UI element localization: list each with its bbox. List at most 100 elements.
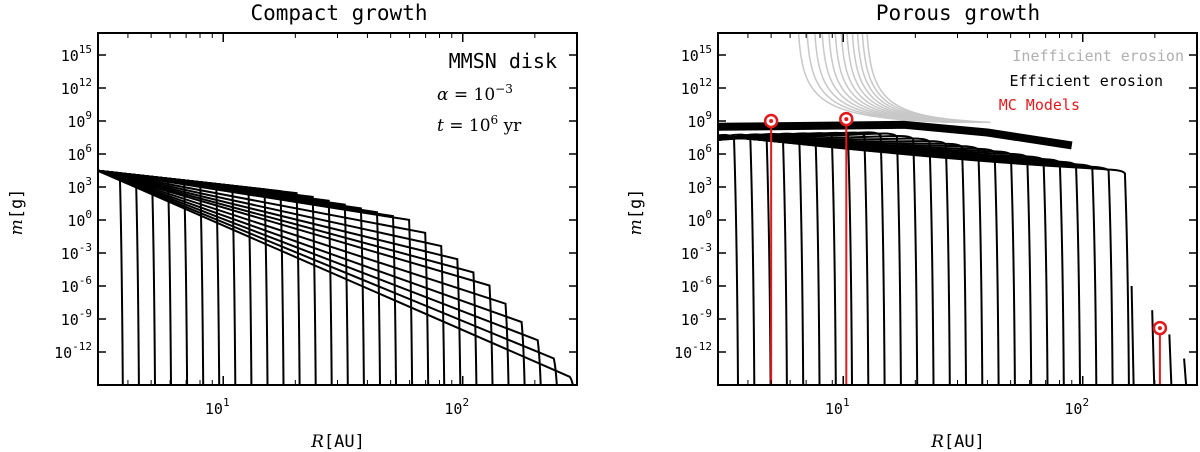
annotation-alpha: α = 10−3 bbox=[437, 82, 513, 105]
x-label-symbol: R bbox=[310, 432, 324, 452]
compact-growth-curve bbox=[97, 169, 462, 386]
annotation-time: t = 106 yr bbox=[437, 113, 522, 136]
compact-growth-curve bbox=[97, 169, 140, 386]
efficient-erosion-curve bbox=[1130, 285, 1135, 385]
time-unit: yr bbox=[498, 116, 522, 136]
compact-growth-curve bbox=[97, 169, 172, 386]
efficient-erosion-curve bbox=[1183, 358, 1188, 385]
y-tick-label: 100 bbox=[67, 208, 92, 230]
legend-entry-efficient: Efficient erosion bbox=[1009, 72, 1163, 90]
y-tick-label: 10-9 bbox=[61, 307, 92, 329]
plot-frame bbox=[717, 32, 1198, 386]
x-axis-label: R[AU] bbox=[310, 432, 365, 452]
y-tick-label: 103 bbox=[67, 175, 92, 197]
ticks-group: 1015 1012 109 106 103 100 10-3 10-6 10-9 10-12 101… bbox=[54, 33, 578, 418]
panel-compact: Compact growth 1015101210910610310010-31… bbox=[7, 1, 578, 452]
compact-growth-curve bbox=[97, 169, 414, 386]
y-label-symbol: m bbox=[7, 219, 27, 235]
inefficient-erosion-curve bbox=[846, 34, 978, 124]
y-tick-label: 106 bbox=[67, 142, 92, 164]
x-label-symbol: R bbox=[930, 432, 944, 452]
panel-title: Porous growth bbox=[876, 1, 1040, 25]
y-tick-label: 1015 bbox=[681, 43, 712, 65]
x-tick-label: 101 bbox=[205, 396, 230, 418]
legend-entry-mc: MC Models bbox=[999, 96, 1080, 114]
y-tick-label: 10-6 bbox=[681, 274, 712, 296]
compact-growth-curve bbox=[97, 169, 124, 386]
compact-growth-curve bbox=[97, 169, 365, 386]
mc-model-marker-dot bbox=[1157, 326, 1162, 331]
legend: Inefficient erosion Efficient erosion MC… bbox=[999, 47, 1184, 114]
compact-growth-curve bbox=[97, 169, 156, 386]
curves-group bbox=[97, 169, 574, 386]
y-tick-label: 10-6 bbox=[61, 274, 92, 296]
efficient-erosion-curve bbox=[718, 134, 739, 385]
efficient-erosion-curve bbox=[718, 135, 967, 385]
mc-models-markers bbox=[763, 111, 1168, 385]
y-tick-label: 100 bbox=[687, 208, 712, 230]
y-tick-label: 10-3 bbox=[681, 241, 712, 263]
y-tick-label: 109 bbox=[67, 109, 92, 131]
efficient-erosion-plateau bbox=[718, 120, 1073, 150]
compact-growth-curve bbox=[97, 169, 397, 386]
y-tick-label: 1015 bbox=[61, 43, 92, 65]
inefficient-erosion-curves bbox=[797, 34, 991, 124]
compact-growth-curve bbox=[97, 169, 558, 386]
legend-entry-inefficient: Inefficient erosion bbox=[1012, 47, 1184, 65]
x-label-unit: [AU] bbox=[944, 432, 985, 452]
compact-growth-curve bbox=[97, 169, 205, 386]
efficient-erosion-curve bbox=[1151, 310, 1156, 385]
panel-porous: Porous growth 1015101210910610310010-310… bbox=[626, 1, 1198, 452]
x-tick-label: 102 bbox=[1064, 396, 1089, 418]
efficient-erosion-curve bbox=[718, 132, 902, 385]
compact-growth-curve bbox=[97, 169, 542, 386]
compact-growth-curve bbox=[97, 169, 510, 386]
time-equals: = 10 bbox=[444, 116, 491, 136]
compact-growth-curve bbox=[97, 169, 349, 386]
efficient-erosion-curve bbox=[718, 132, 788, 385]
inefficient-erosion-curve bbox=[866, 34, 991, 124]
y-label-symbol: m bbox=[626, 219, 646, 235]
time-exponent: 6 bbox=[491, 113, 499, 127]
x-label-unit: [AU] bbox=[324, 432, 365, 452]
efficient-erosion-curve bbox=[718, 132, 805, 385]
x-tick-label: 101 bbox=[825, 396, 850, 418]
efficient-erosion-curve bbox=[1168, 334, 1173, 385]
y-tick-label: 106 bbox=[687, 142, 712, 164]
efficient-erosion-curve bbox=[718, 134, 1098, 385]
alpha-equals: = 10 bbox=[448, 85, 495, 105]
mc-model-marker-dot bbox=[769, 119, 774, 123]
y-tick-label: 109 bbox=[687, 109, 712, 131]
compact-growth-curve bbox=[97, 169, 253, 386]
compact-growth-curve bbox=[97, 169, 430, 386]
compact-growth-curve bbox=[97, 169, 446, 386]
y-axis-label: m[g] bbox=[626, 189, 646, 236]
efficient-erosion-curve bbox=[718, 134, 1130, 385]
y-tick-label: 10-3 bbox=[61, 241, 92, 263]
compact-growth-curve bbox=[97, 169, 574, 386]
efficient-erosion-curve bbox=[718, 135, 1000, 385]
plot-frame bbox=[97, 32, 578, 386]
y-label-unit: [g] bbox=[626, 189, 646, 220]
y-tick-label: 10-9 bbox=[681, 307, 712, 329]
ticks-group: 1015 1012 109 106 103 100 10-3 10-6 10-9 10-12 101… bbox=[674, 33, 1198, 418]
time-symbol: t bbox=[437, 116, 444, 136]
mc-model-marker-dot bbox=[844, 117, 849, 122]
panel-title: Compact growth bbox=[250, 1, 427, 25]
y-label-unit: [g] bbox=[7, 189, 27, 220]
y-tick-label: 1012 bbox=[681, 76, 712, 98]
y-axis-label: m[g] bbox=[7, 189, 27, 236]
x-axis-label: R[AU] bbox=[930, 432, 985, 452]
compact-growth-curve bbox=[97, 169, 237, 386]
alpha-symbol: α bbox=[437, 85, 449, 105]
y-tick-label: 10-12 bbox=[674, 340, 712, 362]
alpha-exponent: −3 bbox=[495, 82, 513, 96]
inefficient-erosion-curve bbox=[851, 34, 982, 124]
efficient-erosion-curve bbox=[718, 135, 1033, 385]
annotation-disk: MMSN disk bbox=[449, 49, 557, 73]
inefficient-erosion-curve bbox=[856, 34, 985, 124]
y-tick-label: 10-12 bbox=[54, 340, 92, 362]
y-tick-label: 1012 bbox=[61, 76, 92, 98]
efficient-erosion-curves bbox=[718, 120, 1188, 385]
